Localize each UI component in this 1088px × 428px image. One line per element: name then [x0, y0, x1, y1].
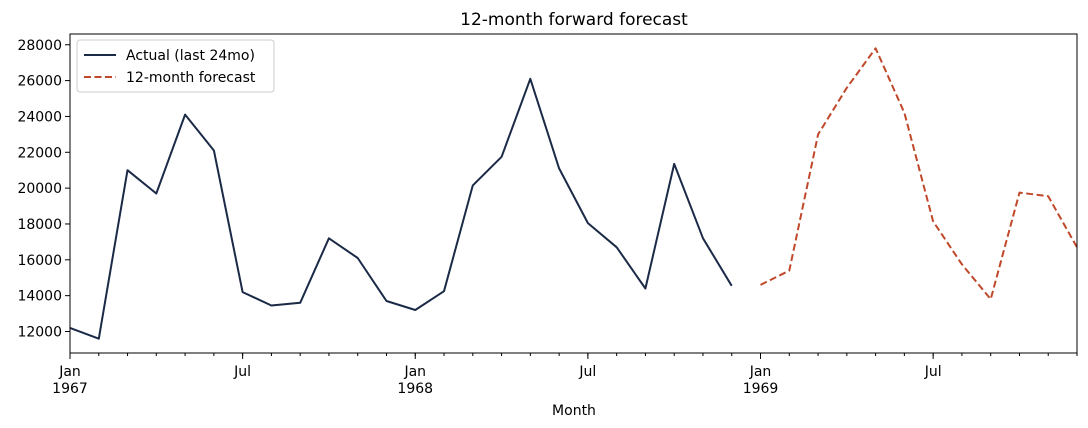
- plot-frame: [69, 33, 1078, 354]
- y-tick-label: 26000: [17, 74, 62, 90]
- x-tick-year-label: 1967: [52, 381, 88, 397]
- x-tick-label: Jan: [403, 364, 426, 380]
- plot-area: [69, 47, 1078, 340]
- y-tick-label: 16000: [17, 253, 62, 269]
- y-tick-label: 14000: [17, 289, 62, 305]
- x-axis-label: Month: [552, 403, 596, 419]
- x-tick-label: Jul: [924, 364, 942, 380]
- y-tick-label: 20000: [17, 181, 62, 197]
- y-tick-label: 12000: [17, 324, 62, 340]
- series-line-actual: [69, 77, 733, 340]
- y-tick-label: 28000: [17, 38, 62, 54]
- legend-label-actual: Actual (last 24mo): [126, 48, 255, 64]
- x-tick-year-label: 1969: [743, 381, 779, 397]
- y-axis: 12000 14000 16000 18000 20000 22000 24000 26000…: [17, 38, 70, 340]
- y-tick-label: 24000: [17, 109, 62, 125]
- series-line-forecast: [760, 47, 1078, 301]
- y-tick-label: 18000: [17, 217, 62, 233]
- chart-title: 12-month forward forecast: [460, 10, 688, 30]
- legend-label-forecast: 12-month forecast: [126, 70, 256, 86]
- legend: Actual (last 24mo) 12-month forecast: [76, 39, 275, 93]
- x-tick-label: Jan: [749, 364, 772, 380]
- x-tick-label: Jan: [58, 364, 81, 380]
- x-tick-label: Jul: [578, 364, 596, 380]
- x-tick-year-label: 1968: [397, 381, 433, 397]
- legend-box: [76, 39, 275, 93]
- x-tick-label: Jul: [233, 364, 251, 380]
- y-tick-label: 22000: [17, 145, 62, 161]
